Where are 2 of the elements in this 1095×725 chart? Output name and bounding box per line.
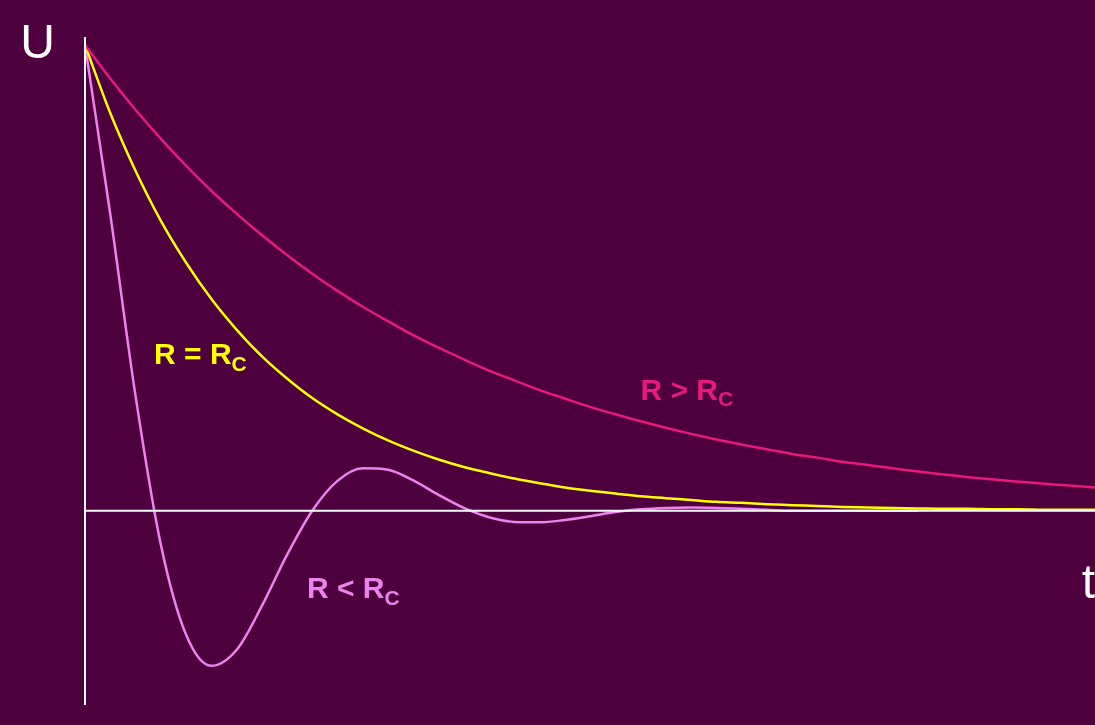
y-axis-title: U [20,15,55,69]
x-axis-title: t [1081,554,1095,608]
